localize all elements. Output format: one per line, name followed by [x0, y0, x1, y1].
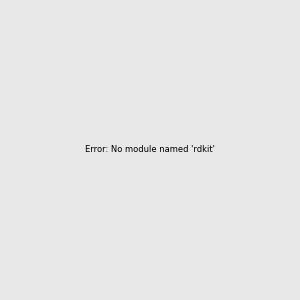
Text: Error: No module named 'rdkit': Error: No module named 'rdkit': [85, 146, 215, 154]
